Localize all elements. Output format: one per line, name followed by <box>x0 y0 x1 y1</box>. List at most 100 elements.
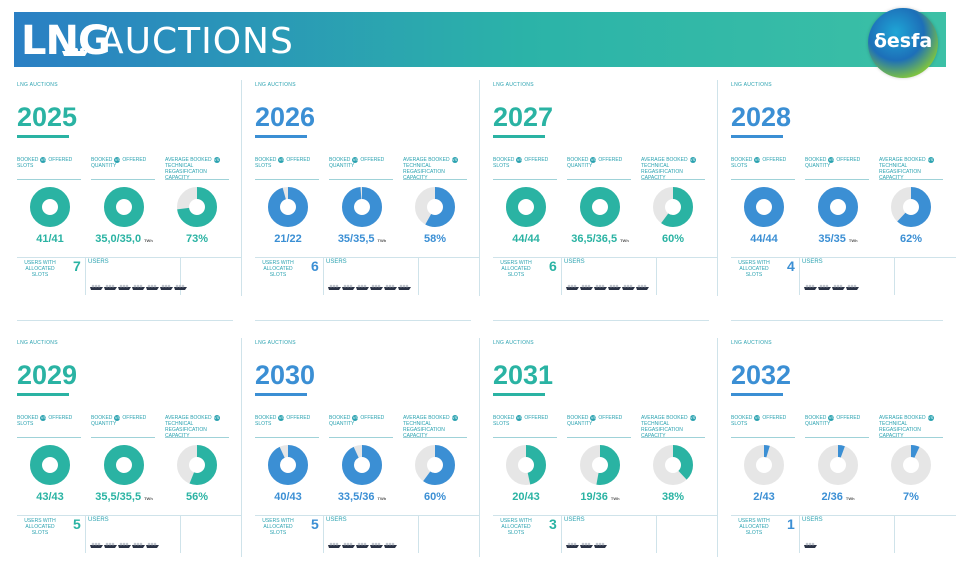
users-box-left-border <box>85 257 86 295</box>
users-box-left-border <box>323 257 324 295</box>
donut-capacity <box>653 445 693 485</box>
donut-fill <box>818 187 858 227</box>
ship-icons <box>90 535 160 548</box>
vs-badge: VS <box>352 415 359 421</box>
donut-fill <box>891 445 931 485</box>
donut-fill <box>744 187 784 227</box>
metric-header-offered: TECHNICAL REGASIFICATION CAPACITY <box>403 163 445 181</box>
vs-badge: VS <box>927 157 934 163</box>
ship-icon <box>370 535 383 548</box>
donut-fill <box>342 187 382 227</box>
vs-badge: VS <box>516 157 523 163</box>
metric-header-offered: OFFERED SLOTS <box>17 415 73 427</box>
metric-header-offered: TECHNICAL REGASIFICATION CAPACITY <box>165 163 207 181</box>
ship-icon <box>370 277 383 290</box>
users-with-slots-label: USERS WITH ALLOCATED SLOTS <box>500 260 532 278</box>
metric-header-offered: OFFERED SLOTS <box>255 157 311 169</box>
value-quantity: 19/36 TWh <box>565 491 635 503</box>
metric-header-capacity: AVERAGE BOOKED VS TECHNICAL REGASIFICATION… <box>641 415 705 439</box>
metric-header-booked: BOOKED <box>329 157 351 163</box>
users-count: 7 <box>73 258 81 274</box>
metric-header-booked: BOOKED <box>17 415 39 421</box>
value-quantity: 35,5/35,5 TWh <box>89 491 159 503</box>
metric-header-offered: TECHNICAL REGASIFICATION CAPACITY <box>879 163 921 181</box>
year-underline <box>17 135 69 138</box>
ship-icons <box>566 277 650 290</box>
donut-fill <box>744 445 784 485</box>
metric-header-quantity: BOOKED VS OFFERED QUANTITY <box>567 415 631 438</box>
metric-header-quantity: BOOKED VS OFFERED QUANTITY <box>91 157 155 180</box>
column-separator <box>241 338 242 557</box>
ship-icon <box>146 535 159 548</box>
metric-header-offered: OFFERED SLOTS <box>17 157 73 169</box>
users-box-right-border <box>418 257 419 295</box>
auction-card-2032: LNG AUCTIONS 2032 BOOKED VS OFFERED SLOTS 2/4… <box>731 340 956 580</box>
ship-icon <box>398 277 411 290</box>
donut-fill <box>891 187 931 227</box>
unit-twh: TWh <box>377 496 387 501</box>
vs-badge: VS <box>352 157 359 163</box>
value-text: 21/22 <box>274 233 302 245</box>
ship-icon <box>342 535 355 548</box>
metric-header-booked: BOOKED <box>805 157 827 163</box>
metric-header-booked: BOOKED <box>805 415 827 421</box>
users-divider <box>17 515 242 516</box>
ship-icon <box>804 277 817 290</box>
value-capacity: 60% <box>638 233 708 245</box>
value-text: 36,5/36,5 <box>571 233 618 245</box>
donut-quantity <box>818 187 858 227</box>
users-box-label: USERS <box>802 259 823 265</box>
unit-twh: TWh <box>144 238 153 243</box>
value-capacity: 38% <box>638 491 708 503</box>
value-capacity: 73% <box>162 233 232 245</box>
metric-header-booked: BOOKED <box>567 415 589 421</box>
ship-icon <box>818 277 831 290</box>
metric-header-capacity: AVERAGE BOOKED VS TECHNICAL REGASIFICATION… <box>403 157 467 181</box>
value-text: 2/36 <box>821 491 843 503</box>
year-underline <box>255 135 307 138</box>
row-separator <box>493 320 709 321</box>
users-box-label: USERS <box>564 517 585 523</box>
ship-icon <box>622 277 635 290</box>
ship-icon <box>594 535 607 548</box>
value-slots: 40/43 <box>253 491 323 503</box>
donut-quantity <box>342 445 382 485</box>
value-text: 60% <box>423 491 447 503</box>
unit-twh: TWh <box>848 238 858 243</box>
users-with-slots-label: USERS WITH ALLOCATED SLOTS <box>500 518 532 536</box>
donut-fill <box>818 445 858 485</box>
ship-icons <box>566 535 608 548</box>
value-text: 7% <box>903 491 919 503</box>
users-count: 5 <box>311 516 319 532</box>
vs-badge: VS <box>590 415 597 421</box>
ship-icon <box>608 277 621 290</box>
users-box-label: USERS <box>564 259 585 265</box>
users-box-left-border <box>799 515 800 553</box>
value-text: 73% <box>185 233 209 245</box>
ship-icons <box>804 535 818 548</box>
donut-fill <box>268 445 308 485</box>
users-box-left-border <box>323 515 324 553</box>
year-underline <box>731 135 783 138</box>
year-underline <box>493 135 545 138</box>
users-with-slots-label: USERS WITH ALLOCATED SLOTS <box>24 260 56 278</box>
auction-card-2029: LNG AUCTIONS 2029 BOOKED VS OFFERED SLOTS 43/… <box>17 340 242 580</box>
row-separator <box>17 320 233 321</box>
metric-header-capacity: AVERAGE BOOKED VS TECHNICAL REGASIFICATION… <box>165 157 229 181</box>
users-box-right-border <box>180 515 181 553</box>
vs-badge: VS <box>754 415 761 421</box>
lng-ship-icon <box>62 48 88 56</box>
donut-fill <box>580 187 620 227</box>
users-divider <box>17 257 242 258</box>
vs-badge: VS <box>278 415 285 421</box>
vs-badge: VS <box>451 415 458 421</box>
metric-header-booked: AVERAGE BOOKED <box>165 157 212 163</box>
metric-header-offered: OFFERED QUANTITY <box>805 415 861 427</box>
users-box-right-border <box>894 515 895 553</box>
vs-badge: VS <box>828 157 835 163</box>
metric-header-slots: BOOKED VS OFFERED SLOTS <box>255 157 319 180</box>
metric-header-booked: AVERAGE BOOKED <box>403 157 450 163</box>
ship-icon <box>580 535 593 548</box>
users-with-slots-label: USERS WITH ALLOCATED SLOTS <box>262 518 294 536</box>
desfa-logo: δesfa <box>868 8 938 78</box>
